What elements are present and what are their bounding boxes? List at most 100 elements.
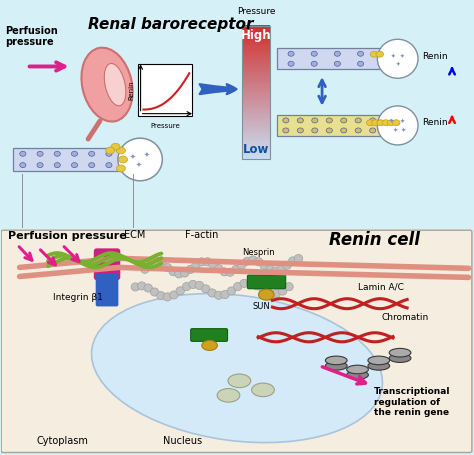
Bar [242,114,270,117]
Ellipse shape [355,118,361,123]
Text: ✦: ✦ [143,152,149,158]
Bar [242,139,270,142]
Text: ECM: ECM [124,230,145,240]
Text: Perfusion
pressure: Perfusion pressure [5,25,58,47]
Circle shape [226,268,235,276]
Text: Pressure: Pressure [237,7,275,15]
Text: ✦: ✦ [129,154,136,160]
Bar [242,63,270,66]
Circle shape [253,282,261,290]
Ellipse shape [368,362,390,370]
Circle shape [170,291,178,299]
Ellipse shape [82,48,133,121]
Text: Perfusion pressure: Perfusion pressure [8,231,127,241]
Ellipse shape [389,354,411,363]
Text: Integrin β1: Integrin β1 [53,293,102,302]
Ellipse shape [202,340,218,350]
Text: Cytoplasm: Cytoplasm [36,436,88,446]
Ellipse shape [288,61,294,66]
FancyBboxPatch shape [247,275,286,289]
Ellipse shape [389,349,411,357]
Ellipse shape [117,165,126,172]
Ellipse shape [355,128,361,133]
Ellipse shape [370,118,376,123]
Ellipse shape [392,120,400,126]
Text: Lamin A/C: Lamin A/C [357,283,403,292]
Bar [242,103,270,106]
Ellipse shape [381,51,387,56]
FancyBboxPatch shape [191,329,228,341]
Text: ✦: ✦ [400,118,405,123]
Bar [242,47,270,50]
Ellipse shape [357,61,364,66]
Bar [242,30,270,32]
Circle shape [158,260,166,268]
Text: ✦: ✦ [392,127,398,132]
Bar [242,70,270,72]
Bar [242,72,270,75]
Ellipse shape [357,51,364,56]
Ellipse shape [370,128,376,133]
Circle shape [232,265,240,273]
Bar [242,143,270,146]
Ellipse shape [384,118,390,123]
Ellipse shape [372,120,379,126]
Ellipse shape [117,147,126,154]
Ellipse shape [381,61,387,66]
Ellipse shape [228,374,251,388]
Text: Renin: Renin [128,81,134,100]
Circle shape [278,287,287,295]
Ellipse shape [311,51,317,56]
Ellipse shape [312,128,318,133]
Ellipse shape [106,147,115,154]
Circle shape [277,265,286,273]
Text: Transcriptional
regulation of
the renin gene: Transcriptional regulation of the renin … [374,387,451,417]
Bar [242,54,270,57]
Bar [242,56,270,59]
Circle shape [150,288,159,296]
Circle shape [227,287,236,295]
FancyBboxPatch shape [1,230,472,452]
Ellipse shape [106,152,112,156]
Bar [242,116,270,119]
Text: Renin: Renin [422,51,448,61]
Circle shape [214,291,223,299]
Circle shape [146,261,155,269]
Ellipse shape [382,120,390,126]
Ellipse shape [72,162,78,167]
Ellipse shape [297,128,303,133]
Circle shape [189,280,197,288]
Bar [242,59,270,61]
Ellipse shape [297,118,303,123]
Text: ✦: ✦ [391,54,395,59]
FancyBboxPatch shape [94,248,120,280]
Bar [277,48,393,69]
Circle shape [289,257,297,265]
Ellipse shape [111,143,120,150]
Text: ✦: ✦ [400,54,405,59]
Ellipse shape [311,61,317,66]
Circle shape [272,289,281,298]
Ellipse shape [252,383,274,397]
Ellipse shape [104,63,126,106]
Circle shape [181,269,189,277]
Ellipse shape [283,128,289,133]
Circle shape [243,257,252,265]
Text: High: High [241,29,271,42]
Ellipse shape [37,162,43,167]
Circle shape [294,254,303,263]
Circle shape [220,268,229,276]
Circle shape [164,263,172,272]
Text: Nucleus: Nucleus [163,436,202,446]
Circle shape [234,283,242,291]
Bar [242,123,270,126]
Circle shape [255,258,263,266]
Circle shape [246,279,255,287]
Ellipse shape [123,152,129,156]
Circle shape [137,282,146,290]
Ellipse shape [377,120,384,126]
Circle shape [215,265,223,273]
Bar [242,135,270,137]
Bar [12,148,133,171]
Circle shape [195,281,204,289]
